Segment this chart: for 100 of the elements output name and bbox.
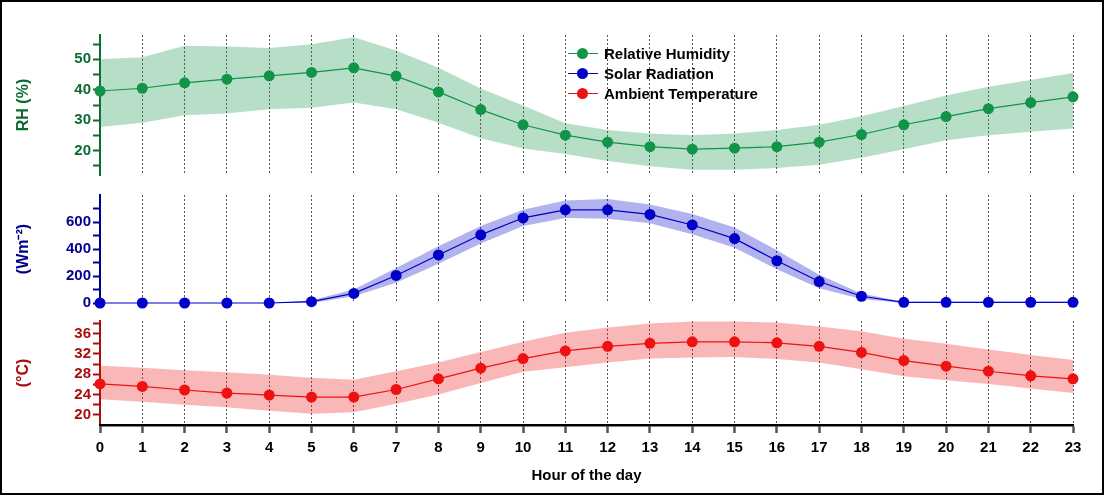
- legend-label: Ambient Temperature: [604, 84, 758, 102]
- x-tick-label: 20: [937, 438, 955, 456]
- point: [771, 337, 783, 349]
- point: [898, 296, 910, 308]
- point: [686, 219, 698, 231]
- y-axis-title: (°C): [14, 358, 32, 388]
- point: [136, 82, 148, 94]
- point: [475, 104, 487, 116]
- point: [179, 384, 191, 396]
- point: [221, 297, 233, 309]
- x-tick-label: 16: [768, 438, 786, 456]
- point: [348, 62, 360, 74]
- point: [898, 119, 910, 131]
- point: [855, 290, 867, 302]
- point: [771, 255, 783, 267]
- x-tick-label: 7: [391, 438, 401, 456]
- point: [813, 276, 825, 288]
- point: [432, 86, 444, 98]
- point: [771, 141, 783, 153]
- point: [306, 66, 318, 78]
- point: [475, 362, 487, 374]
- point: [644, 141, 656, 153]
- x-tick-label: 22: [1022, 438, 1040, 456]
- x-tick-label: 18: [853, 438, 870, 456]
- point: [263, 389, 275, 401]
- x-tick-label: 23: [1064, 438, 1082, 456]
- point: [221, 73, 233, 85]
- point: [179, 297, 191, 309]
- point: [898, 355, 910, 367]
- x-tick-label: 17: [810, 438, 828, 456]
- y-tick-label: 400: [65, 239, 91, 257]
- point: [644, 337, 656, 349]
- point: [982, 296, 994, 308]
- point: [475, 229, 487, 241]
- point: [94, 378, 106, 390]
- point: [940, 360, 952, 372]
- legend-label: Relative Humidity: [604, 44, 730, 62]
- y-tick-label: 30: [74, 110, 91, 128]
- point: [432, 373, 444, 385]
- point: [306, 391, 318, 403]
- point: [179, 77, 191, 89]
- x-tick-label: 1: [138, 438, 147, 456]
- x-tick-label: 11: [557, 438, 574, 456]
- point: [644, 208, 656, 220]
- x-tick-label: 12: [599, 438, 616, 456]
- point: [1067, 296, 1079, 308]
- x-tick-label: 9: [476, 438, 485, 456]
- point: [1067, 91, 1079, 103]
- point: [940, 296, 952, 308]
- y-tick-label: 32: [74, 344, 91, 362]
- y-tick-label: 600: [65, 212, 91, 230]
- point: [306, 296, 318, 308]
- x-tick-label: 4: [265, 438, 275, 456]
- x-tick-label: 13: [641, 438, 659, 456]
- point: [263, 70, 275, 82]
- x-tick-label: 3: [222, 438, 232, 456]
- point: [517, 212, 529, 224]
- point: [855, 346, 867, 358]
- y-tick-label: 50: [74, 49, 91, 67]
- x-tick-label: 5: [307, 438, 316, 456]
- point: [432, 249, 444, 261]
- x-tick-label: 8: [434, 438, 443, 456]
- point: [559, 204, 571, 216]
- point: [136, 297, 148, 309]
- point: [94, 85, 106, 97]
- point: [855, 129, 867, 141]
- point: [390, 383, 402, 395]
- point: [1025, 97, 1037, 109]
- y-tick-label: 200: [65, 266, 91, 284]
- point: [813, 136, 825, 148]
- point: [602, 340, 614, 352]
- point: [686, 143, 698, 155]
- point: [729, 233, 741, 245]
- point: [221, 387, 233, 399]
- legend-label: Solar Radiation: [604, 64, 715, 82]
- point: [940, 111, 952, 123]
- point: [1025, 296, 1037, 308]
- x-tick-label: 6: [349, 438, 358, 456]
- x-tick-label: 10: [514, 438, 532, 456]
- point: [517, 119, 529, 131]
- point: [263, 297, 275, 309]
- point: [348, 287, 360, 299]
- y-tick-label: 36: [74, 323, 91, 341]
- point: [729, 336, 741, 348]
- y-tick-label: 28: [74, 364, 91, 382]
- point: [1067, 373, 1079, 385]
- point: [390, 70, 402, 82]
- point: [602, 136, 614, 148]
- point: [813, 340, 825, 352]
- point: [136, 380, 148, 392]
- x-axis-title: Hour of the day: [531, 466, 643, 484]
- x-tick-label: 15: [726, 438, 743, 456]
- point: [602, 204, 614, 216]
- x-tick-label: 14: [683, 438, 702, 456]
- point: [517, 353, 529, 365]
- point: [1025, 370, 1037, 382]
- point: [982, 365, 994, 377]
- x-tick-label: 2: [180, 438, 189, 456]
- point: [390, 269, 402, 281]
- point: [559, 129, 571, 141]
